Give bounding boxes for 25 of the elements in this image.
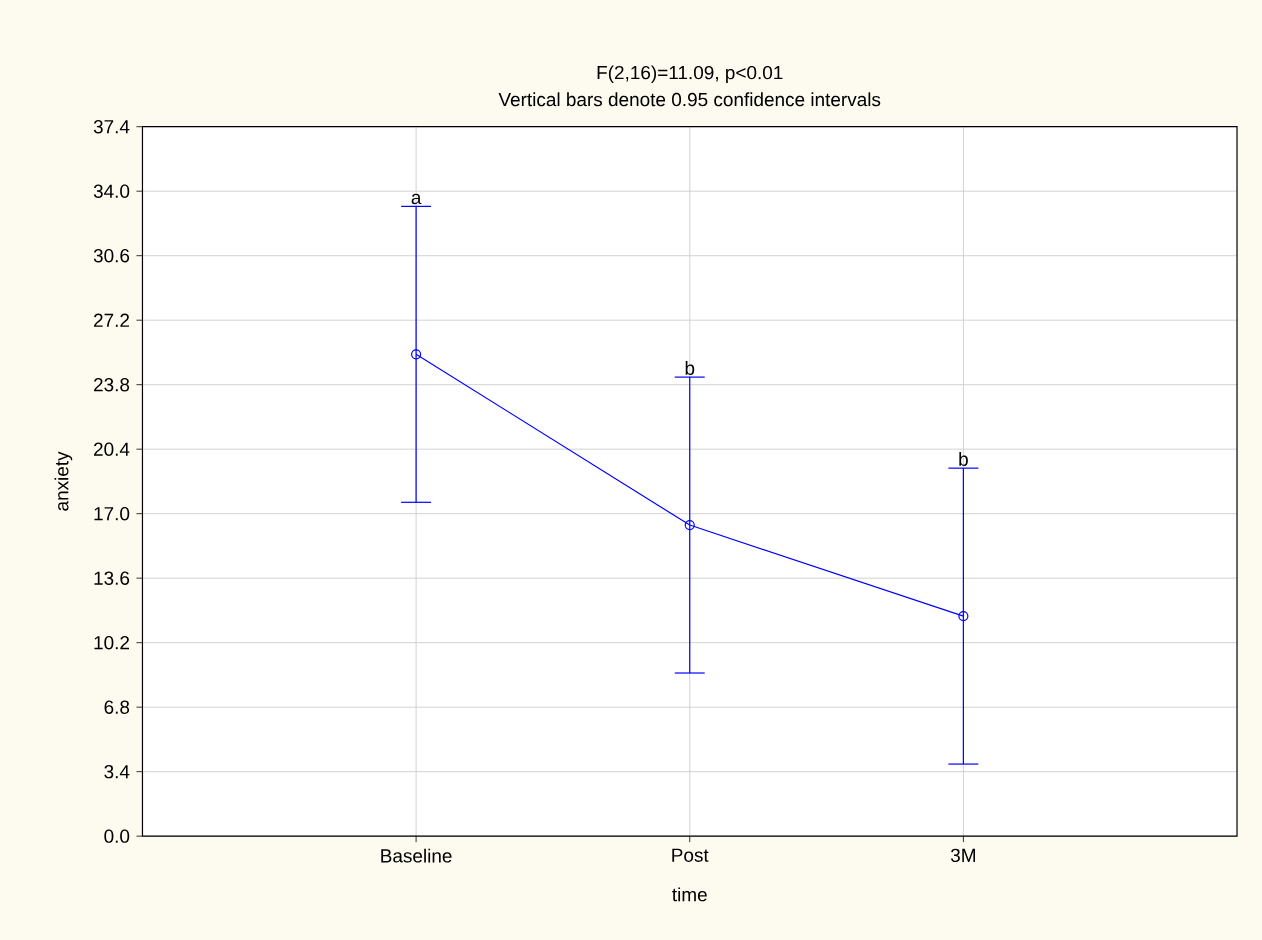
y-tick-label: 17.0 [94,507,130,521]
y-tick-label: 30.6 [93,249,130,263]
point [684,520,695,531]
x-axis-title: time [672,887,707,902]
x-tick-label: Baseline [381,848,452,863]
y-tick-label: 23.8 [94,378,130,392]
chart-subtitle: Vertical bars denote 0.95 confidence intervals [498,92,881,107]
y-tick-label: 3.4 [104,764,130,779]
y-tick-label: 10.2 [94,635,129,650]
y-tick-label: 0.0 [104,829,130,843]
y-tick-label: 27.2 [94,313,129,327]
y-tick-label: 20.4 [94,442,130,456]
y-tick-label: 37.4 [93,120,130,134]
y-tick-label: 34.0 [93,184,130,198]
y-axis-title: anxiety [54,451,73,511]
y-tick-label: 13.6 [94,571,130,585]
y-tick-label: 6.8 [104,700,130,714]
annotation: b [959,452,968,466]
x-tick-label: Post [672,848,709,862]
annotation: b [685,361,695,375]
annotation: a [411,193,422,205]
point [958,611,969,622]
chart-title: F(2,16)=11.09, p<0.01 [597,65,783,84]
point [411,349,422,360]
x-tick-label: 3M [950,848,975,863]
